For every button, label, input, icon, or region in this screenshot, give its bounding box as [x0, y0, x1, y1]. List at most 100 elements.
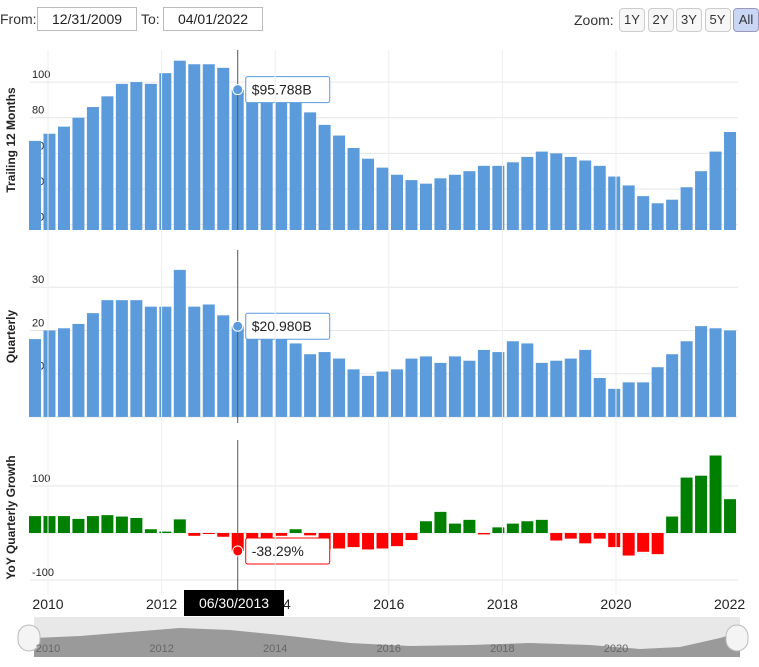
y-tick-label: -100 — [32, 567, 54, 579]
bar — [666, 199, 679, 230]
bar — [115, 300, 128, 417]
bar — [695, 171, 708, 230]
bar — [463, 171, 476, 230]
bar — [391, 533, 403, 547]
bar — [724, 131, 737, 230]
bar — [651, 203, 664, 230]
hover-marker — [232, 84, 244, 96]
bar — [101, 515, 114, 533]
bar — [637, 533, 650, 552]
bar — [130, 300, 143, 417]
bar — [680, 477, 693, 533]
zoom-button[interactable]: 5Y — [704, 8, 731, 32]
bar — [318, 124, 331, 230]
zoom-button[interactable]: 3Y — [676, 8, 702, 32]
bar — [651, 533, 664, 555]
bar — [666, 354, 679, 417]
bar — [144, 529, 157, 533]
bar — [188, 533, 201, 536]
zoom-button[interactable]: 2Y — [647, 8, 674, 32]
bar — [492, 527, 505, 533]
bar — [362, 533, 375, 550]
bar — [419, 183, 432, 230]
date-tooltip: 06/30/2013 — [199, 595, 269, 611]
zoom-button[interactable]: 1Y — [619, 8, 645, 32]
bar — [347, 148, 360, 230]
from-label: From: — [0, 11, 37, 27]
bar — [579, 349, 592, 417]
navigator-handle[interactable] — [17, 624, 41, 652]
bar — [376, 371, 389, 417]
bar — [333, 358, 346, 417]
bar — [492, 165, 505, 230]
bar — [709, 455, 722, 533]
bar — [217, 67, 230, 231]
bar — [202, 533, 215, 534]
bar — [695, 475, 708, 533]
y-axis-label: YoY Quarterly Growth — [4, 455, 18, 579]
bar — [477, 533, 490, 535]
bar — [419, 356, 432, 417]
bar — [260, 330, 273, 417]
bar — [391, 369, 403, 417]
bar — [579, 160, 592, 230]
y-tick-label: 80 — [32, 105, 44, 117]
x-tick-label: 2010 — [32, 596, 63, 612]
x-tick-label: 2012 — [146, 596, 177, 612]
bar — [173, 269, 186, 417]
bar — [144, 306, 157, 417]
bar — [376, 167, 389, 230]
bar — [130, 517, 143, 533]
bar — [72, 117, 85, 230]
bar — [115, 83, 128, 230]
bar — [57, 126, 70, 230]
tooltip-text: $20.980B — [252, 318, 312, 334]
bar — [260, 533, 273, 538]
bar — [419, 521, 432, 533]
y-tick-label: 20 — [32, 317, 44, 329]
bar — [434, 362, 447, 417]
to-input[interactable]: 04/01/2022 — [163, 7, 263, 31]
bar — [333, 533, 346, 549]
bar — [506, 523, 519, 533]
bar — [289, 343, 302, 417]
bar — [391, 174, 403, 230]
bar — [188, 64, 201, 231]
y-tick-label: 100 — [32, 473, 50, 485]
bar — [724, 499, 737, 533]
bar — [304, 354, 317, 417]
bar — [463, 519, 476, 533]
bar — [564, 156, 577, 230]
date-tooltip-box — [184, 590, 284, 616]
navigator-label: 2018 — [490, 643, 514, 655]
bar — [101, 300, 114, 417]
tooltip-box — [245, 312, 331, 340]
from-input[interactable]: 12/31/2009 — [37, 7, 137, 31]
navigator-label: 2012 — [149, 643, 173, 655]
bar — [579, 533, 592, 544]
zoom-button[interactable]: All — [733, 8, 759, 32]
x-tick-label: 2022 — [714, 596, 745, 612]
bar — [101, 96, 114, 230]
hover-marker — [232, 545, 244, 557]
bar — [680, 341, 693, 417]
bar — [434, 511, 447, 533]
y-axis-label: Quarterly — [4, 309, 18, 363]
bar — [86, 516, 99, 533]
tooltip-box — [245, 76, 331, 104]
navigator-handle[interactable] — [725, 624, 749, 652]
bar — [564, 533, 577, 539]
bar — [202, 304, 215, 417]
bar — [492, 352, 505, 417]
bar — [448, 174, 461, 230]
bar — [217, 533, 230, 537]
bar — [275, 96, 288, 230]
bar — [521, 343, 534, 417]
bar — [159, 531, 172, 533]
tooltip-text: $95.788B — [252, 82, 312, 98]
bar — [448, 523, 461, 533]
bar — [550, 360, 563, 417]
bar — [550, 153, 563, 230]
